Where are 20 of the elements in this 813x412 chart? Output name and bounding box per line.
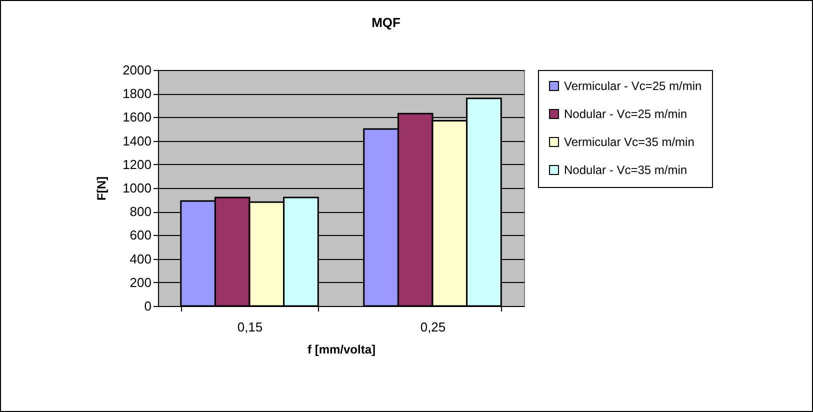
y-tick-label: 600 bbox=[130, 228, 152, 243]
legend-label: Vermicular - Vc=25 m/min bbox=[564, 79, 702, 93]
x-tick-label: 0,15 bbox=[237, 320, 263, 334]
y-tick-label: 1200 bbox=[122, 156, 152, 172]
y-tick-label: 1600 bbox=[122, 110, 152, 125]
y-tick-label: 1000 bbox=[122, 180, 152, 196]
y-axis-title: F[N] bbox=[94, 176, 109, 200]
y-tick-label: 1400 bbox=[122, 133, 152, 148]
y-tick-label: 200 bbox=[130, 274, 152, 290]
y-tick-label: 800 bbox=[130, 204, 152, 220]
x-axis-title: f [mm/volta] bbox=[307, 342, 376, 356]
legend-label: Vermicular Vc=35 m/min bbox=[564, 135, 694, 149]
x-tick-label: 0,25 bbox=[420, 320, 446, 334]
chart-title: MQF bbox=[372, 15, 400, 30]
legend-label: Nodular - Vc=35 m/min bbox=[564, 163, 688, 177]
y-tick-label: 2000 bbox=[122, 62, 152, 78]
y-tick-label: 400 bbox=[130, 251, 152, 266]
y-tick-label: 1800 bbox=[122, 86, 152, 102]
legend-label: Nodular - Vc=25 m/min bbox=[564, 107, 688, 121]
y-tick-label: 0 bbox=[144, 298, 152, 314]
